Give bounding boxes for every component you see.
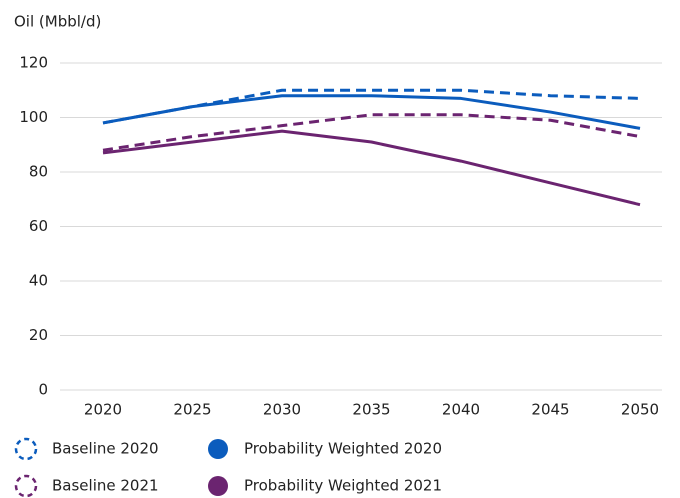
y-axis-label: Oil (Mbbl/d) [14,13,101,31]
legend-label: Probability Weighted 2020 [244,440,442,458]
legend-swatch [14,437,38,461]
series-line [102,94,641,130]
y-tick-label: 20 [29,326,48,344]
x-tick-label: 2030 [263,401,301,419]
x-tick-label: 2020 [84,401,122,419]
x-tick-label: 2035 [352,401,390,419]
series-line [102,88,641,125]
series-line [102,129,641,207]
x-tick-label: 2050 [621,401,659,419]
legend-label: Baseline 2020 [52,440,159,458]
series-line [102,113,641,152]
y-tick-label: 100 [19,108,48,126]
legend-swatch [208,476,228,496]
x-tick-label: 2045 [531,401,569,419]
legend-swatch [208,439,228,459]
x-tick-label: 2040 [442,401,480,419]
y-tick-label: 60 [29,217,48,235]
y-tick-label: 0 [38,381,48,399]
y-tick-label: 40 [29,272,48,290]
x-tick-label: 2025 [173,401,211,419]
y-tick-label: 120 [19,54,48,72]
legend-label: Baseline 2021 [52,477,159,495]
legend-swatch [14,474,38,498]
y-tick-label: 80 [29,163,48,181]
legend-label: Probability Weighted 2021 [244,477,442,495]
